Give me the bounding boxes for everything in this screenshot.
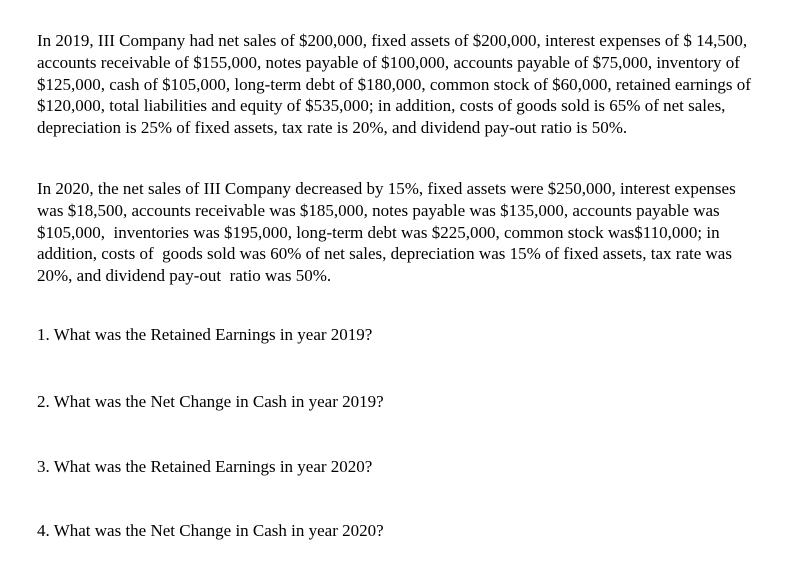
scenario-paragraph-2020: In 2020, the net sales of III Company de… [37, 178, 740, 286]
scenario-paragraph-2019: In 2019, III Company had net sales of $2… [37, 31, 756, 138]
question-3-retained-earnings-2020: 3. What was the Retained Earnings in yea… [37, 456, 373, 476]
question-4-net-change-cash-2020: 4. What was the Net Change in Cash in ye… [37, 521, 384, 541]
question-2-net-change-cash-2019: 2. What was the Net Change in Cash in ye… [37, 391, 384, 411]
question-1-retained-earnings-2019: 1. What was the Retained Earnings in yea… [37, 324, 373, 344]
